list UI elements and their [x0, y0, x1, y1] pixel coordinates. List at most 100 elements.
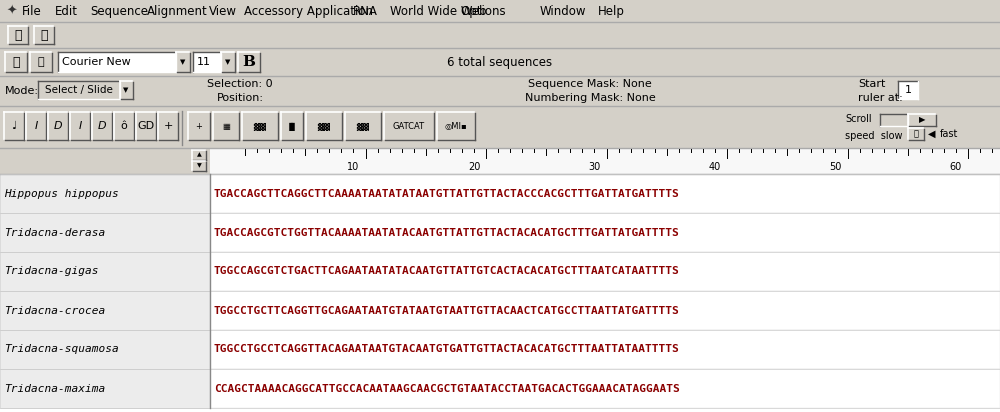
Text: Start: Start: [858, 79, 885, 89]
Bar: [242, 112, 278, 140]
Bar: [0, 174, 210, 213]
Text: 📄: 📄: [40, 28, 48, 42]
Text: Tridacna-squamosa: Tridacna-squamosa: [4, 344, 119, 354]
Bar: [92, 112, 112, 140]
Text: File: File: [22, 5, 42, 17]
Text: fast: fast: [940, 129, 958, 139]
Bar: [5, 52, 27, 72]
Bar: [210, 369, 1000, 408]
Bar: [188, 112, 210, 140]
Text: 20: 20: [468, 162, 480, 172]
Text: Accessory Application: Accessory Application: [244, 5, 373, 17]
Text: GD: GD: [137, 121, 155, 131]
Text: TGACCAGCGTCTGGTTACAAAATAATATACAATGTTATTGTTACTACACATGCTTTGATTATGATTTTS: TGACCAGCGTCTGGTTACAAAATAATATACAATGTTATTG…: [214, 227, 680, 237]
Text: ✦: ✦: [7, 5, 18, 17]
Bar: [221, 52, 235, 72]
Text: Alignment: Alignment: [147, 5, 208, 17]
Text: Tridacna-gigas: Tridacna-gigas: [4, 267, 98, 276]
Text: View: View: [209, 5, 237, 17]
Text: Scroll: Scroll: [845, 114, 872, 124]
Bar: [26, 112, 46, 140]
Text: ▓▓: ▓▓: [318, 122, 330, 131]
Bar: [0, 174, 1000, 412]
Text: 10: 10: [347, 162, 360, 172]
Bar: [114, 112, 134, 140]
Text: 30: 30: [588, 162, 601, 172]
Bar: [4, 112, 24, 140]
Bar: [0, 0, 1000, 22]
Bar: [70, 112, 90, 140]
Text: World Wide Web: World Wide Web: [390, 5, 486, 17]
Text: ▓▓: ▓▓: [254, 122, 266, 131]
Text: ▐▌: ▐▌: [286, 122, 298, 131]
Bar: [210, 330, 1000, 369]
Bar: [908, 128, 924, 140]
Text: 60: 60: [950, 162, 962, 172]
Text: ▼: ▼: [225, 59, 231, 65]
Text: Sequence Mask: None: Sequence Mask: None: [528, 79, 652, 89]
Bar: [213, 112, 239, 140]
Text: Selection: 0: Selection: 0: [207, 79, 273, 89]
Bar: [0, 76, 1000, 106]
Bar: [238, 52, 260, 72]
Bar: [210, 252, 1000, 291]
Text: +: +: [196, 122, 202, 131]
Text: TGGCCTGCTTCAGGTTGCAGAATAATGTATAATGTAATTGTTACAACTCATGCCTTAATTATGATTTTS: TGGCCTGCTTCAGGTTGCAGAATAATGTATAATGTAATTG…: [214, 306, 680, 316]
Bar: [0, 22, 1000, 48]
Bar: [281, 112, 303, 140]
Bar: [384, 112, 434, 140]
Text: 1: 1: [904, 85, 912, 95]
Text: D: D: [98, 121, 106, 131]
Text: Tridacna-maxima: Tridacna-maxima: [4, 384, 105, 393]
Text: TGACCAGCTTCAGGCTTCAAAATAATATATAATGTTATTGTTACTACCCACGCTTTGATTATGATTTTS: TGACCAGCTTCAGGCTTCAAAATAATATATAATGTTATTG…: [214, 189, 680, 199]
Text: Position:: Position:: [216, 93, 264, 103]
Text: Options: Options: [460, 5, 506, 17]
Bar: [193, 52, 221, 72]
Bar: [898, 81, 918, 99]
Bar: [158, 112, 178, 140]
Bar: [0, 252, 210, 291]
Text: RNA: RNA: [353, 5, 378, 17]
Bar: [58, 52, 176, 72]
Bar: [437, 112, 475, 140]
Text: ◎MI▪: ◎MI▪: [445, 122, 467, 131]
Bar: [0, 330, 210, 369]
Text: ▼: ▼: [180, 59, 186, 65]
Bar: [0, 148, 1000, 174]
Text: ♩: ♩: [11, 121, 17, 131]
Bar: [38, 81, 120, 99]
Text: ▼: ▼: [123, 87, 129, 93]
Text: Tridacna-derasa: Tridacna-derasa: [4, 227, 105, 237]
Text: 11: 11: [197, 57, 211, 67]
Bar: [48, 112, 68, 140]
Text: ▼: ▼: [197, 164, 201, 169]
Bar: [880, 114, 908, 126]
Text: Tridacna-crocea: Tridacna-crocea: [4, 306, 105, 316]
Text: speed  slow: speed slow: [845, 131, 902, 141]
Bar: [0, 369, 210, 408]
Text: Select / Slide: Select / Slide: [45, 85, 113, 95]
Text: +: +: [163, 121, 173, 131]
Text: B: B: [242, 55, 256, 69]
Bar: [30, 52, 52, 72]
Bar: [176, 52, 190, 72]
Bar: [0, 48, 1000, 76]
Bar: [210, 213, 1000, 252]
Text: ▓▓: ▓▓: [356, 122, 370, 131]
Bar: [210, 291, 1000, 330]
Text: Window: Window: [540, 5, 586, 17]
Bar: [908, 114, 936, 126]
Text: Sequence: Sequence: [90, 5, 148, 17]
Bar: [345, 112, 381, 140]
Text: CCAGCTAAAACAGGCATTGCCACAATAAGCAACGCTGTAATACCTAATGACACTGGAAACATAGGAATS: CCAGCTAAAACAGGCATTGCCACAATAAGCAACGCTGTAA…: [214, 384, 680, 393]
Bar: [120, 81, 133, 99]
Bar: [0, 291, 210, 330]
Bar: [210, 174, 1000, 213]
Text: ô: ô: [121, 121, 127, 131]
Text: GATCAT: GATCAT: [393, 122, 425, 131]
Text: 🖨: 🖨: [38, 57, 44, 67]
Text: I: I: [34, 121, 38, 131]
Bar: [0, 106, 1000, 148]
Text: 📁: 📁: [14, 28, 22, 42]
Text: Hippopus hippopus: Hippopus hippopus: [4, 189, 119, 199]
